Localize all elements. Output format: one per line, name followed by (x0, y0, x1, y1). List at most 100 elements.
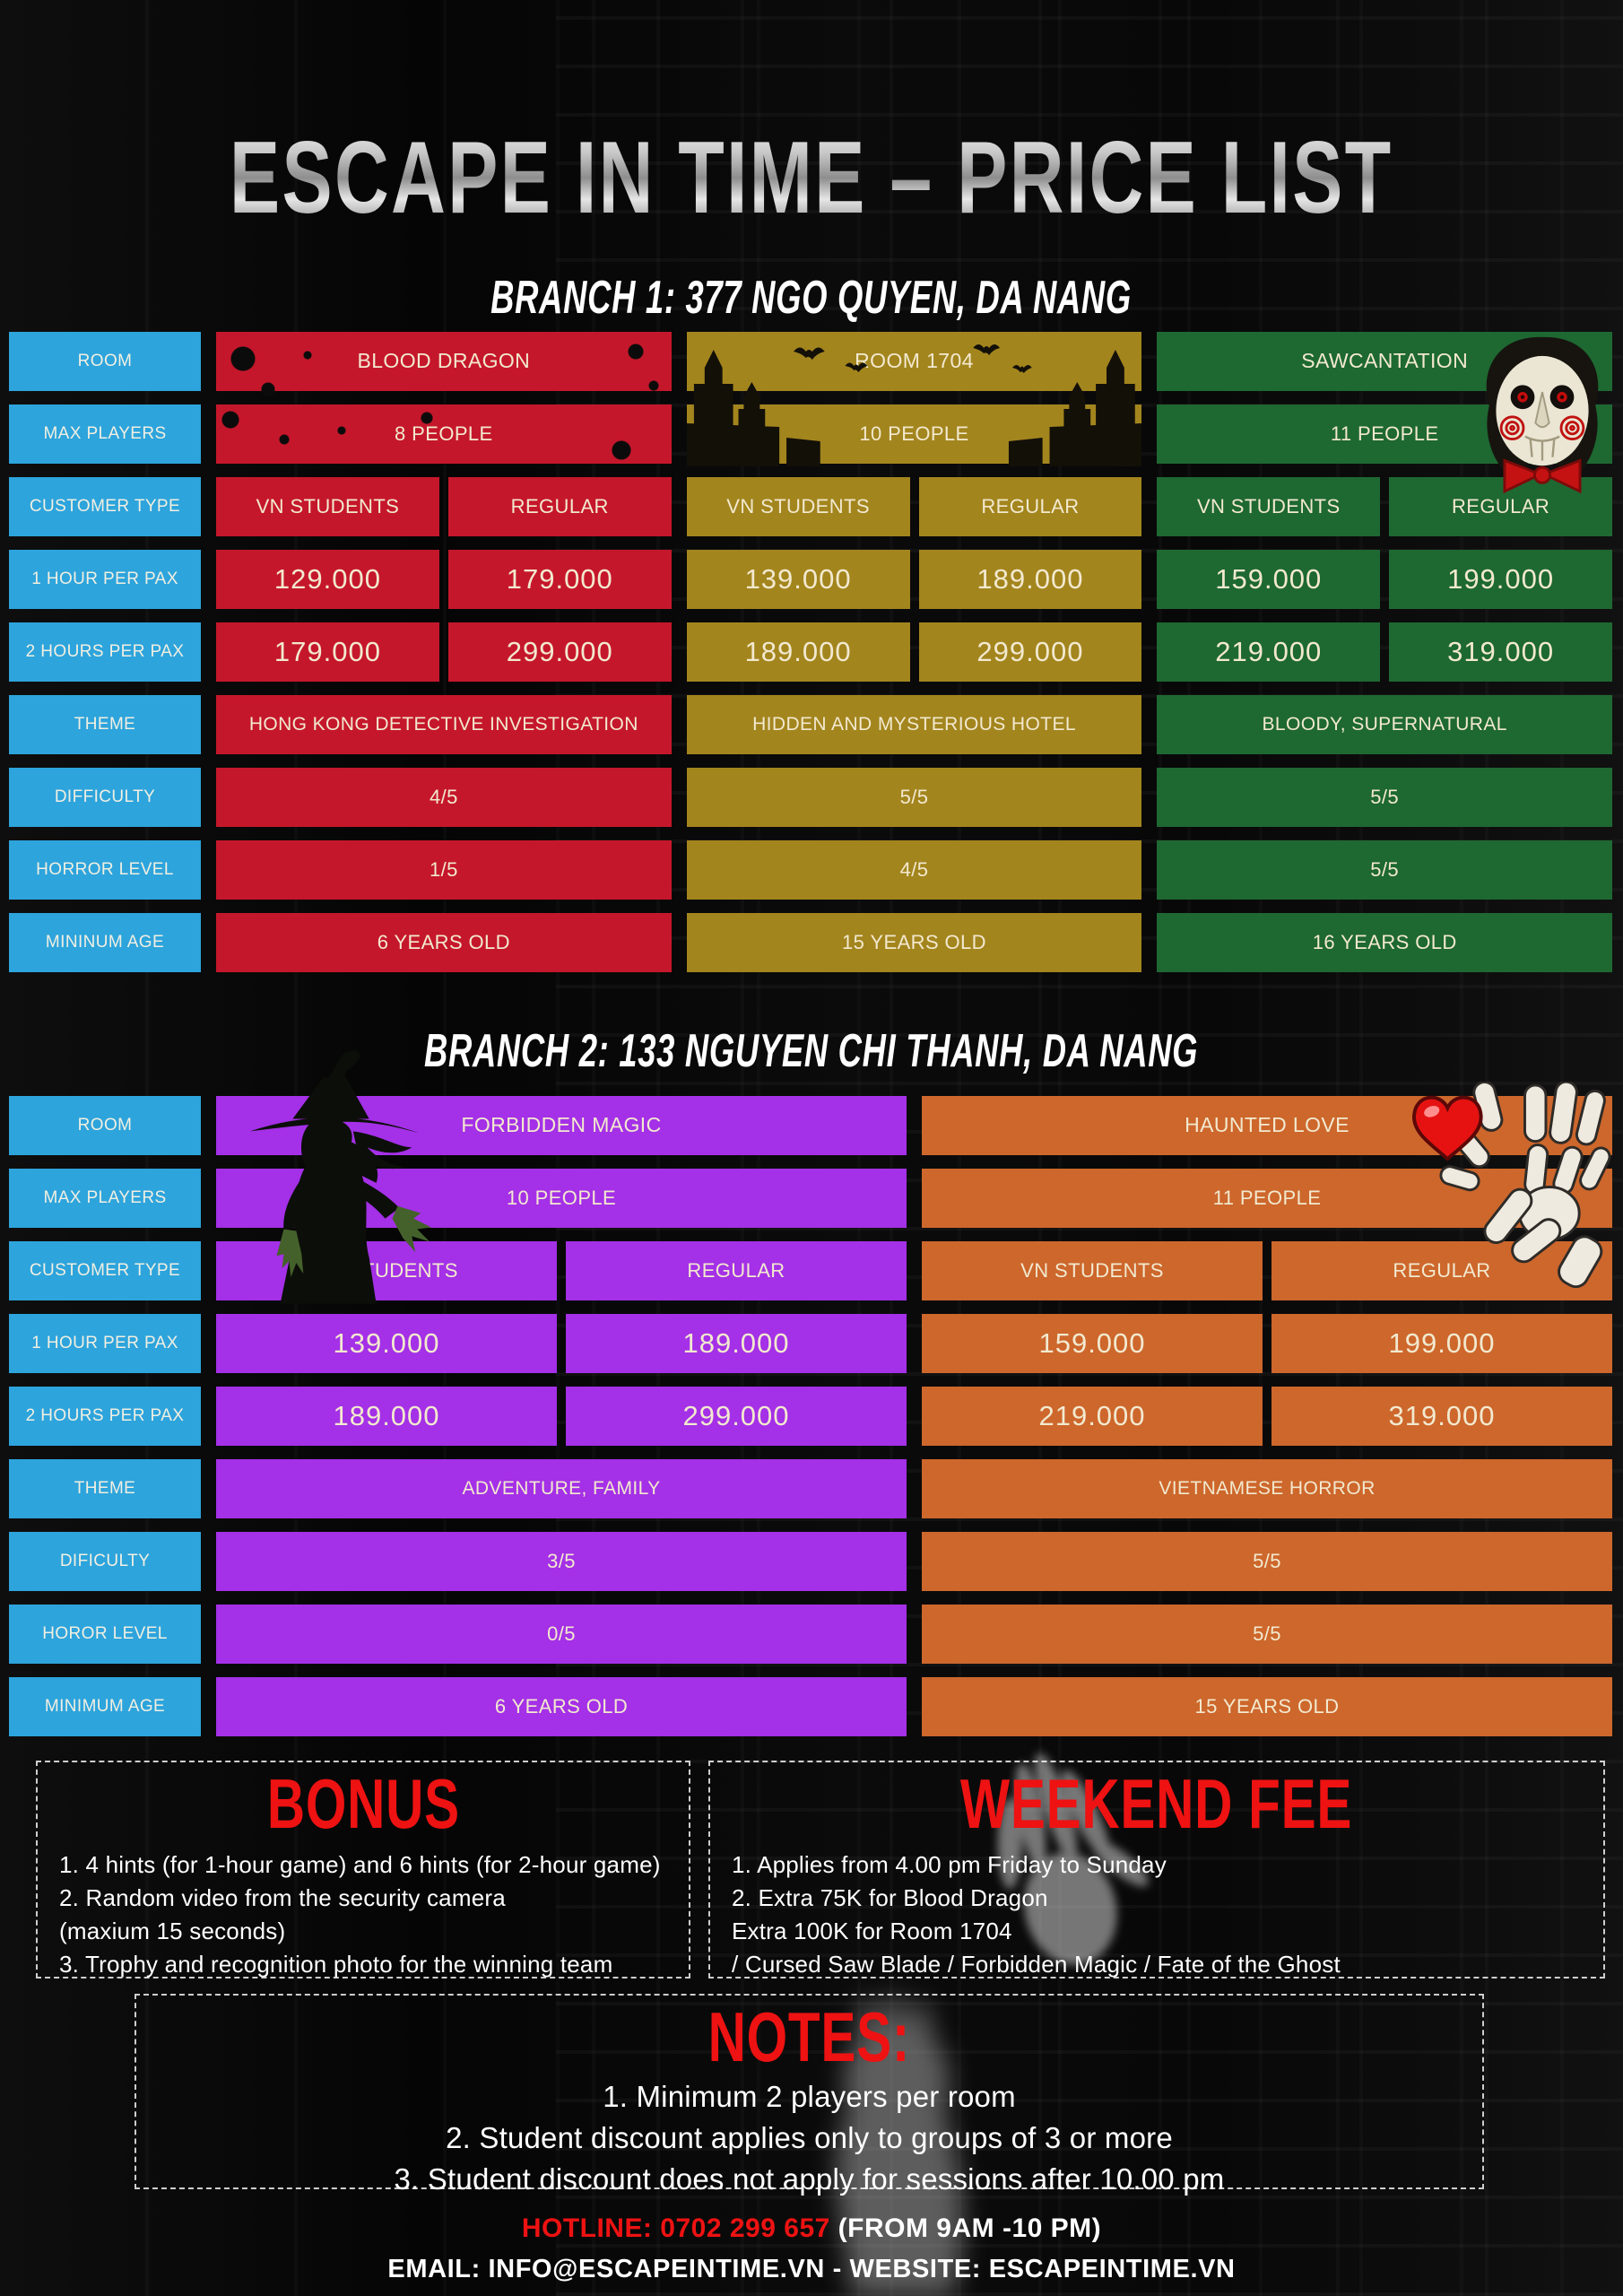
weekend-fee-box: WEEKEND FEE 1. Applies from 4.00 pm Frid… (708, 1761, 1605, 1979)
bonus-line: 1. 4 hints (for 1-hour game) and 6 hints… (59, 1850, 661, 1878)
difficulty-value: 4/5 (216, 768, 672, 827)
price-1h-regular: 189.000 (566, 1314, 907, 1373)
price-1h-students: 159.000 (1157, 550, 1381, 609)
max-players-value: 10 PEOPLE (216, 1169, 907, 1228)
theme-value: HIDDEN AND MYSTERIOUS HOTEL (686, 695, 1142, 754)
customer-type-vn-students: VN STUDENTS (1157, 477, 1381, 536)
weekend-fee-title: WEEKEND FEE (710, 1764, 1603, 1843)
room-name: FORBIDDEN MAGIC (216, 1096, 907, 1155)
horror-level-value: 4/5 (686, 840, 1142, 900)
bonus-line: 3. Trophy and recognition photo for the … (59, 1950, 613, 1978)
theme-value: HONG KONG DETECTIVE INVESTIGATION (216, 695, 672, 754)
theme-value: BLOODY, SUPERNATURAL (1157, 695, 1613, 754)
page-title-text: ESCAPE IN TIME – PRICE LIST (230, 121, 1393, 236)
price-2h-row: 219.000 319.000 (1157, 622, 1613, 682)
price-2h-row: 219.000 319.000 (922, 1387, 1612, 1446)
price-2h-regular: 319.000 (1389, 622, 1613, 682)
row-label-minimum-age: MINIMUM AGE (9, 1677, 201, 1736)
branch1-table: ROOM MAX PLAYERS CUSTOMER TYPE 1 HOUR PE… (9, 332, 1613, 972)
notes-title-text: NOTES: (707, 1997, 911, 2076)
room-column-room-1704: ROOM 1704 10 PEOPLE VN STUDENTS REGULAR … (686, 332, 1142, 972)
room-column-forbidden-magic: FORBIDDEN MAGIC 10 PEOPLE VN STUDENTS RE… (216, 1050, 907, 1736)
price-2h-regular: 299.000 (918, 622, 1142, 682)
price-1h-students: 129.000 (216, 550, 439, 609)
bonus-body: 1. 4 hints (for 1-hour game) and 6 hints… (38, 1841, 689, 1981)
customer-type-vn-students: VN STUDENTS (686, 477, 910, 536)
customer-type-row: VN STUDENTS REGULAR (922, 1241, 1612, 1300)
horror-level-value: 5/5 (1157, 840, 1613, 900)
row-label-difficulty: DIFFICULTY (9, 768, 201, 827)
minimum-age-value: 15 YEARS OLD (686, 913, 1142, 972)
notes-line: 2. Student discount applies only to grou… (446, 2121, 1173, 2155)
row-label-difficulty: DIFICULTY (9, 1532, 201, 1591)
room-name: HAUNTED LOVE (922, 1096, 1612, 1155)
notes-box: NOTES: 1. Minimum 2 players per room 2. … (135, 1994, 1484, 2196)
room-name: BLOOD DRAGON (216, 332, 672, 391)
difficulty-value: 5/5 (1157, 768, 1613, 827)
branch1-row-labels: ROOM MAX PLAYERS CUSTOMER TYPE 1 HOUR PE… (9, 332, 201, 972)
row-label-customer-type: CUSTOMER TYPE (9, 1241, 201, 1300)
horror-level-value: 1/5 (216, 840, 672, 900)
weekend-fee-line: 2. Extra 75K for Blood Dragon (732, 1883, 1048, 1911)
customer-type-row: VN STUDENTS REGULAR (1157, 477, 1613, 536)
row-label-minimum-age: MININUM AGE (9, 913, 201, 972)
minimum-age-value: 6 YEARS OLD (216, 913, 672, 972)
weekend-fee-line: 1. Applies from 4.00 pm Friday to Sunday (732, 1850, 1167, 1878)
price-1h-row: 139.000 189.000 (216, 1314, 907, 1373)
price-1h-students: 139.000 (216, 1314, 557, 1373)
difficulty-value: 5/5 (686, 768, 1142, 827)
notes-body: 1. Minimum 2 players per room 2. Student… (136, 2074, 1482, 2201)
room-name: SAWCANTATION (1157, 332, 1613, 391)
price-2h-students: 189.000 (216, 1387, 557, 1446)
price-1h-row: 159.000 199.000 (922, 1314, 1612, 1373)
price-1h-students: 159.000 (922, 1314, 1263, 1373)
row-label-room: ROOM (9, 332, 201, 391)
difficulty-value: 5/5 (922, 1532, 1612, 1591)
customer-type-vn-students: VN STUDENTS (922, 1241, 1263, 1300)
max-players-value: 11 PEOPLE (922, 1169, 1612, 1228)
customer-type-row: VN STUDENTS REGULAR (216, 477, 672, 536)
bonus-title-text: BONUS (266, 1764, 460, 1843)
row-label-room: ROOM (9, 1096, 201, 1155)
price-2h-row: 189.000 299.000 (686, 622, 1142, 682)
notes-line: 1. Minimum 2 players per room (603, 2079, 1016, 2113)
minimum-age-value: 15 YEARS OLD (922, 1677, 1612, 1736)
horror-level-value: 5/5 (922, 1605, 1612, 1664)
bonus-box: BONUS 1. 4 hints (for 1-hour game) and 6… (36, 1761, 690, 1979)
horror-level-value: 0/5 (216, 1605, 907, 1664)
price-2h-row: 179.000 299.000 (216, 622, 672, 682)
customer-type-row: VN STUDENTS REGULAR (216, 1241, 907, 1300)
weekend-fee-line: / Cursed Saw Blade / Forbidden Magic / F… (732, 1950, 1341, 1978)
row-label-max-players: MAX PLAYERS (9, 1169, 201, 1228)
customer-type-vn-students: VN STUDENTS (216, 477, 439, 536)
price-1h-regular: 199.000 (1389, 550, 1613, 609)
customer-type-regular: REGULAR (447, 477, 672, 536)
price-2h-students: 189.000 (686, 622, 910, 682)
bonus-title: BONUS (38, 1764, 689, 1843)
weekend-fee-line: Extra 100K for Room 1704 (732, 1917, 1012, 1944)
customer-type-regular: REGULAR (566, 1241, 907, 1300)
max-players-value: 8 PEOPLE (216, 404, 672, 464)
row-label-theme: THEME (9, 1459, 201, 1518)
max-players-value: 11 PEOPLE (1157, 404, 1613, 464)
customer-type-vn-students: VN STUDENTS (216, 1241, 557, 1300)
page-title: ESCAPE IN TIME – PRICE LIST (0, 119, 1623, 237)
row-label-max-players: MAX PLAYERS (9, 404, 201, 464)
notes-title: NOTES: (136, 1997, 1482, 2076)
bonus-line: (maxium 15 seconds) (59, 1917, 286, 1944)
hotline-line: HOTLINE: 0702 299 657 (FROM 9AM -10 PM) (0, 2213, 1623, 2244)
theme-value: VIETNAMESE HORROR (922, 1459, 1612, 1518)
price-2h-row: 189.000 299.000 (216, 1387, 907, 1446)
weekend-fee-title-text: WEEKEND FEE (960, 1764, 1353, 1843)
price-2h-regular: 319.000 (1271, 1387, 1612, 1446)
price-2h-regular: 299.000 (447, 622, 672, 682)
price-1h-regular: 189.000 (918, 550, 1142, 609)
price-1h-row: 139.000 189.000 (686, 550, 1142, 609)
minimum-age-value: 16 YEARS OLD (1157, 913, 1613, 972)
row-label-1-hour: 1 HOUR PER PAX (9, 1314, 201, 1373)
room-column-haunted-love: HAUNTED LOVE 11 PEOPLE VN STUDENTS REGUL… (922, 1082, 1612, 1736)
branch2-row-labels: ROOM MAX PLAYERS CUSTOMER TYPE 1 HOUR PE… (9, 1096, 201, 1736)
notes-line: 3. Student discount does not apply for s… (394, 2162, 1225, 2196)
branch2-header: BRANCH 2: 133 NGUYEN CHI THANH, DA NANG (0, 1024, 1623, 1078)
